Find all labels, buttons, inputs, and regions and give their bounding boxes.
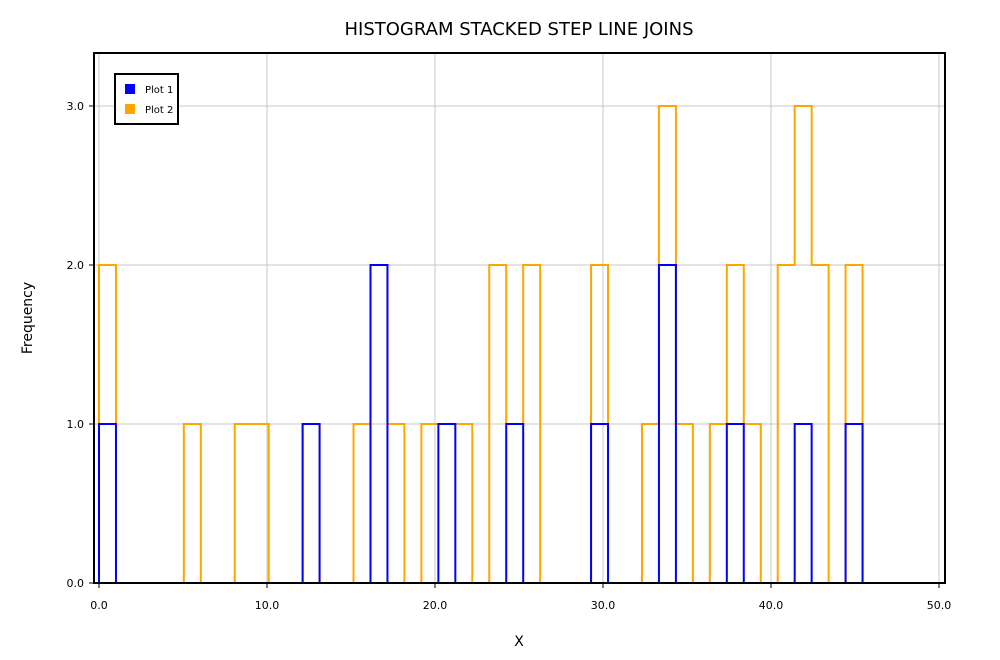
y-tick-label: 0.0 <box>67 577 85 590</box>
y-tick-label: 3.0 <box>67 100 85 113</box>
legend: Plot 1 Plot 2 <box>114 73 179 125</box>
legend-label-plot-1: Plot 1 <box>145 85 173 96</box>
series-step-line-plot-2 <box>98 105 880 584</box>
y-tick-label: 2.0 <box>67 259 85 272</box>
plot-frame <box>93 52 946 584</box>
x-tick-label: 0.0 <box>90 599 108 612</box>
x-tick-label: 20.0 <box>423 599 448 612</box>
grid <box>94 53 945 584</box>
series-lines <box>98 105 945 584</box>
y-tick-label: 1.0 <box>67 418 85 431</box>
x-tick-label: 50.0 <box>927 599 952 612</box>
x-tick-label: 30.0 <box>591 599 616 612</box>
legend-swatch-plot-2 <box>125 104 135 114</box>
x-axis-ticks: 0.0 10.0 20.0 30.0 40.0 50.0 <box>90 583 951 612</box>
y-axis-ticks: 0.0 1.0 2.0 3.0 <box>67 100 94 590</box>
legend-box <box>114 73 179 125</box>
y-axis-label: Frequency <box>20 282 36 354</box>
x-tick-label: 10.0 <box>255 599 280 612</box>
legend-swatch-plot-1 <box>125 84 135 94</box>
x-axis-label: X <box>514 634 524 650</box>
chart-title: HISTOGRAM STACKED STEP LINE JOINS <box>344 19 693 40</box>
x-tick-label: 40.0 <box>759 599 784 612</box>
legend-label-plot-2: Plot 2 <box>145 105 173 116</box>
